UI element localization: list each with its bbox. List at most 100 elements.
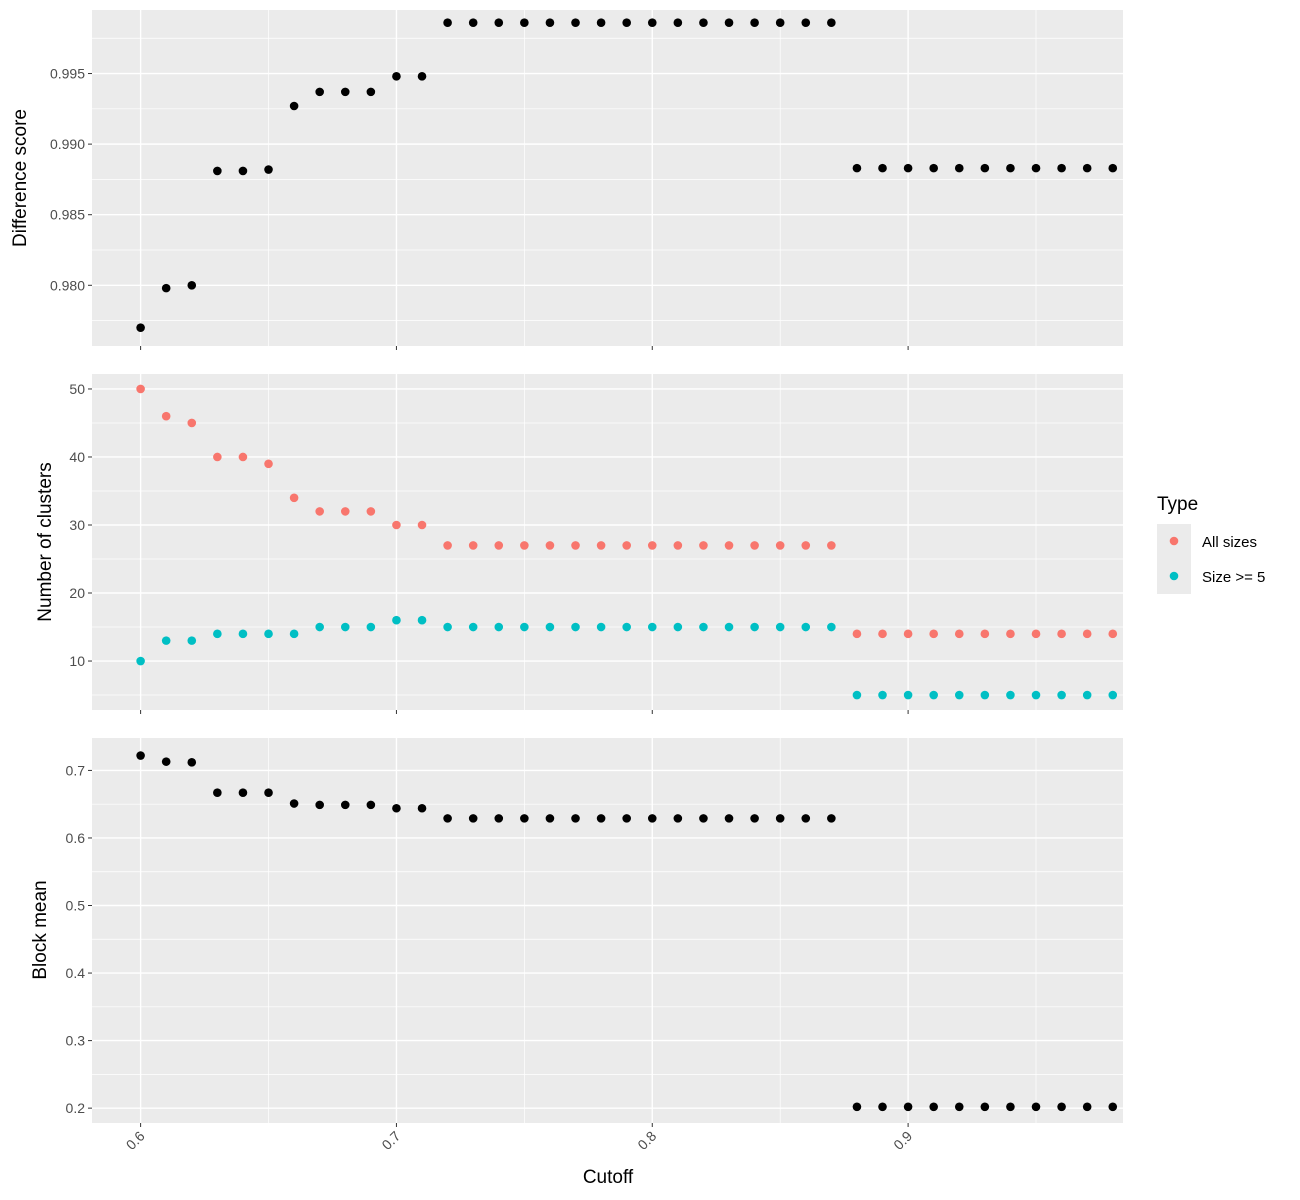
data-point-all-sizes: [494, 541, 504, 550]
data-point-series: [443, 814, 452, 823]
data-point-all-sizes: [724, 541, 734, 550]
data-point-series: [1082, 1102, 1092, 1112]
data-point-size-5: [392, 615, 401, 625]
gridlines: [92, 374, 1123, 710]
data-point-size-5: [315, 622, 324, 632]
y-tick-label: 50: [69, 381, 85, 397]
data-point-series: [954, 163, 964, 173]
data-point-series: [392, 803, 401, 813]
data-point-size-5: [187, 636, 197, 645]
data-point-series: [213, 166, 222, 176]
data-point-series: [545, 814, 555, 823]
data-point-series: [417, 72, 427, 81]
x-axis-ticks: [140, 710, 909, 714]
data-point-size-5: [980, 690, 990, 700]
data-points: [136, 751, 1118, 1112]
data-point-all-sizes: [213, 452, 222, 462]
data-point-series: [775, 814, 785, 823]
data-point-series: [980, 1102, 990, 1112]
y-tick-label: 0.4: [66, 965, 86, 981]
data-point-series: [289, 799, 299, 808]
data-point-series: [136, 323, 145, 332]
data-point-size-5: [136, 656, 145, 666]
data-point-series: [161, 757, 171, 766]
y-tick-label: 0.2: [66, 1100, 86, 1116]
data-point-all-sizes: [750, 541, 759, 550]
data-point-all-sizes: [622, 541, 631, 550]
data-point-size-5: [366, 622, 376, 632]
y-tick-label: 0.5: [66, 898, 86, 914]
data-point-series: [289, 101, 299, 111]
data-point-size-5: [289, 629, 299, 639]
gridlines: [92, 10, 1123, 346]
data-point-all-sizes: [571, 541, 580, 550]
data-point-size-5: [264, 629, 273, 639]
data-point-series: [238, 166, 248, 176]
data-points: [136, 18, 1118, 332]
data-point-series: [264, 165, 273, 174]
y-tick-label: 0.990: [50, 136, 85, 152]
data-point-size-5: [417, 615, 427, 625]
data-point-series: [929, 1102, 938, 1112]
data-point-all-sizes: [340, 507, 350, 516]
data-point-series: [801, 814, 811, 823]
y-tick-label: 0.985: [50, 207, 85, 223]
data-point-size-5: [340, 622, 350, 632]
data-point-size-5: [1108, 690, 1118, 700]
data-point-size-5: [161, 636, 171, 645]
data-point-series: [699, 18, 708, 28]
data-point-all-sizes: [903, 629, 913, 639]
data-point-all-sizes: [647, 541, 657, 550]
y-tick-label: 30: [69, 517, 85, 533]
data-point-all-sizes: [545, 541, 555, 550]
gridlines: [92, 738, 1123, 1123]
data-point-series: [366, 800, 376, 810]
data-point-series: [187, 758, 197, 767]
y-tick-label: 0.3: [66, 1033, 86, 1049]
data-point-all-sizes: [417, 520, 427, 530]
panel-block-mean: 0.20.30.40.50.60.7 0.6 0.7 0.8 0.9 Block me…: [30, 738, 1123, 1153]
data-point-series: [315, 87, 324, 97]
data-point-series: [136, 751, 145, 760]
data-point-all-sizes: [187, 418, 197, 428]
data-point-series: [392, 72, 401, 81]
data-point-series: [903, 163, 913, 173]
data-point-all-sizes: [315, 507, 324, 516]
data-point-size-5: [545, 622, 555, 632]
data-point-series: [903, 1102, 913, 1112]
data-point-all-sizes: [852, 629, 862, 639]
data-point-series: [750, 814, 759, 823]
y-tick-label: 0.980: [50, 277, 85, 293]
data-point-series: [827, 814, 836, 823]
data-point-series: [1031, 1102, 1041, 1112]
data-point-all-sizes: [1031, 629, 1041, 639]
y-tick-label: 40: [69, 449, 85, 465]
legend-key-size-5: [1169, 571, 1179, 581]
data-point-series: [238, 788, 248, 798]
data-point-size-5: [954, 690, 964, 700]
data-point-series: [1031, 163, 1041, 173]
data-point-series: [1006, 1102, 1015, 1112]
data-point-size-5: [775, 622, 785, 632]
data-point-series: [520, 814, 529, 823]
data-point-series: [827, 18, 836, 28]
data-point-all-sizes: [878, 629, 887, 639]
data-point-series: [1057, 1102, 1066, 1112]
data-point-size-5: [520, 622, 529, 632]
data-point-series: [699, 814, 708, 823]
data-point-series: [980, 163, 990, 173]
data-point-series: [1057, 163, 1066, 173]
data-point-series: [1006, 163, 1015, 173]
data-point-series: [264, 788, 273, 798]
data-point-size-5: [724, 622, 734, 632]
data-point-size-5: [596, 622, 606, 632]
data-point-series: [1082, 163, 1092, 173]
data-point-all-sizes: [161, 411, 171, 421]
legend-key-all-sizes: [1169, 536, 1179, 546]
data-point-all-sizes: [392, 520, 401, 530]
data-point-series: [340, 800, 350, 810]
data-point-series: [954, 1102, 964, 1112]
data-point-series: [520, 18, 529, 28]
y-axis-ticks: 0.2 0.3 0.4 0.5 0.6 0.7: [66, 762, 92, 1116]
